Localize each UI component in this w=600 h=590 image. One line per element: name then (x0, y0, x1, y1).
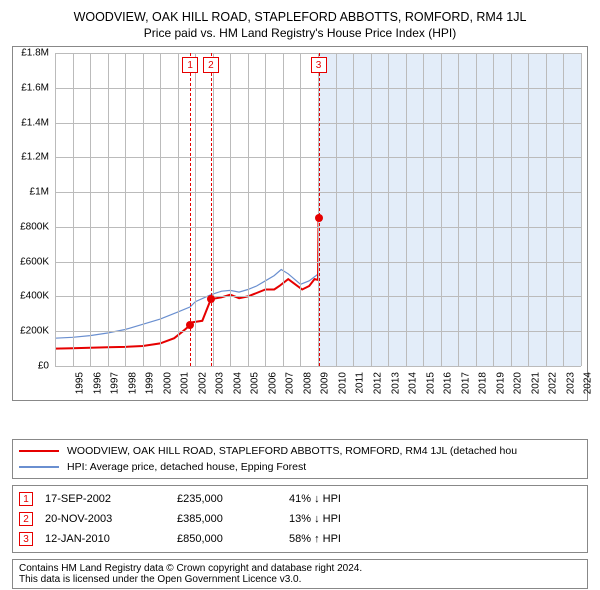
sales-row: 1 17-SEP-2002 £235,000 41% ↓ HPI (19, 489, 581, 509)
gridline-v (388, 53, 389, 366)
gridline-v (528, 53, 529, 366)
gridline-v (581, 53, 582, 366)
gridline-v (300, 53, 301, 366)
gridline-v (493, 53, 494, 366)
y-tick-label: £600K (13, 256, 49, 267)
footer-line: Contains HM Land Registry data © Crown c… (19, 563, 581, 574)
chart-subtitle: Price paid vs. HM Land Registry's House … (12, 26, 588, 40)
chart-title: WOODVIEW, OAK HILL ROAD, STAPLEFORD ABBO… (12, 10, 588, 24)
figure: WOODVIEW, OAK HILL ROAD, STAPLEFORD ABBO… (0, 0, 600, 590)
y-tick-label: £200K (13, 326, 49, 337)
sale-hpi: 58% ↑ HPI (289, 533, 409, 545)
gridline-v (336, 53, 337, 366)
y-tick-label: £1M (13, 187, 49, 198)
chart-area: 12 3 £0 £200K £400K £600K £800K £1M £1.2M £1.4M £… (12, 46, 588, 401)
y-tick-label: £800K (13, 221, 49, 232)
sale-marker-on-chart: 2 (203, 57, 219, 73)
gridline-v (90, 53, 91, 366)
gridline-v (283, 53, 284, 366)
sale-vline (319, 53, 320, 366)
legend-label: HPI: Average price, detached house, Eppi… (67, 461, 306, 473)
legend-item: HPI: Average price, detached house, Eppi… (19, 459, 581, 475)
y-tick-label: £1.4M (13, 117, 49, 128)
y-tick-label: £0 (13, 361, 49, 372)
sale-hpi: 41% ↓ HPI (289, 493, 409, 505)
gridline-v (371, 53, 372, 366)
sales-row: 3 12-JAN-2010 £850,000 58% ↑ HPI (19, 529, 581, 549)
gridline-v (441, 53, 442, 366)
y-tick-label: £1.2M (13, 152, 49, 163)
gridline-v (178, 53, 179, 366)
sale-date: 20-NOV-2003 (45, 513, 165, 525)
gridline-v (230, 53, 231, 366)
gridline-v (406, 53, 407, 366)
gridline-v (143, 53, 144, 366)
shaded-region (319, 53, 581, 366)
gridline-h (55, 366, 581, 367)
sale-hpi: 13% ↓ HPI (289, 513, 409, 525)
sale-vline (190, 53, 191, 366)
x-tick-label: 2024 (583, 372, 600, 394)
sale-vline (211, 53, 212, 366)
sale-price: £850,000 (177, 533, 277, 545)
y-tick-label: £400K (13, 291, 49, 302)
sales-row: 2 20-NOV-2003 £385,000 13% ↓ HPI (19, 509, 581, 529)
gridline-v (160, 53, 161, 366)
gridline-v (213, 53, 214, 366)
y-tick-label: £1.8M (13, 48, 49, 59)
sales-table: 1 17-SEP-2002 £235,000 41% ↓ HPI 2 20-NO… (12, 485, 588, 553)
gridline-v (195, 53, 196, 366)
gridline-v (73, 53, 74, 366)
gridline-v (546, 53, 547, 366)
sale-marker-on-chart: 3 (311, 57, 327, 73)
gridline-v (511, 53, 512, 366)
legend-label: WOODVIEW, OAK HILL ROAD, STAPLEFORD ABBO… (67, 445, 517, 457)
gridline-v (423, 53, 424, 366)
footer: Contains HM Land Registry data © Crown c… (12, 559, 588, 589)
y-tick-label: £1.6M (13, 82, 49, 93)
sale-marker-icon: 2 (19, 512, 33, 526)
legend-swatch (19, 450, 59, 452)
gridline-v (458, 53, 459, 366)
gridline-v (125, 53, 126, 366)
sale-date: 17-SEP-2002 (45, 493, 165, 505)
sale-data-point (315, 214, 323, 222)
sale-date: 12-JAN-2010 (45, 533, 165, 545)
gridline-v (248, 53, 249, 366)
gridline-v (265, 53, 266, 366)
sale-marker-icon: 3 (19, 532, 33, 546)
legend-item: WOODVIEW, OAK HILL ROAD, STAPLEFORD ABBO… (19, 443, 581, 459)
sale-data-point (186, 321, 194, 329)
sale-marker-icon: 1 (19, 492, 33, 506)
plot-area: 12 3 (55, 53, 581, 366)
sale-data-point (207, 295, 215, 303)
gridline-v (476, 53, 477, 366)
sale-price: £235,000 (177, 493, 277, 505)
legend: WOODVIEW, OAK HILL ROAD, STAPLEFORD ABBO… (12, 439, 588, 479)
gridline-v (353, 53, 354, 366)
sale-marker-on-chart: 1 (182, 57, 198, 73)
legend-swatch (19, 466, 59, 467)
sale-price: £385,000 (177, 513, 277, 525)
gridline-v (563, 53, 564, 366)
gridline-v (108, 53, 109, 366)
gridline-v (55, 53, 56, 366)
footer-line: This data is licensed under the Open Gov… (19, 574, 581, 585)
